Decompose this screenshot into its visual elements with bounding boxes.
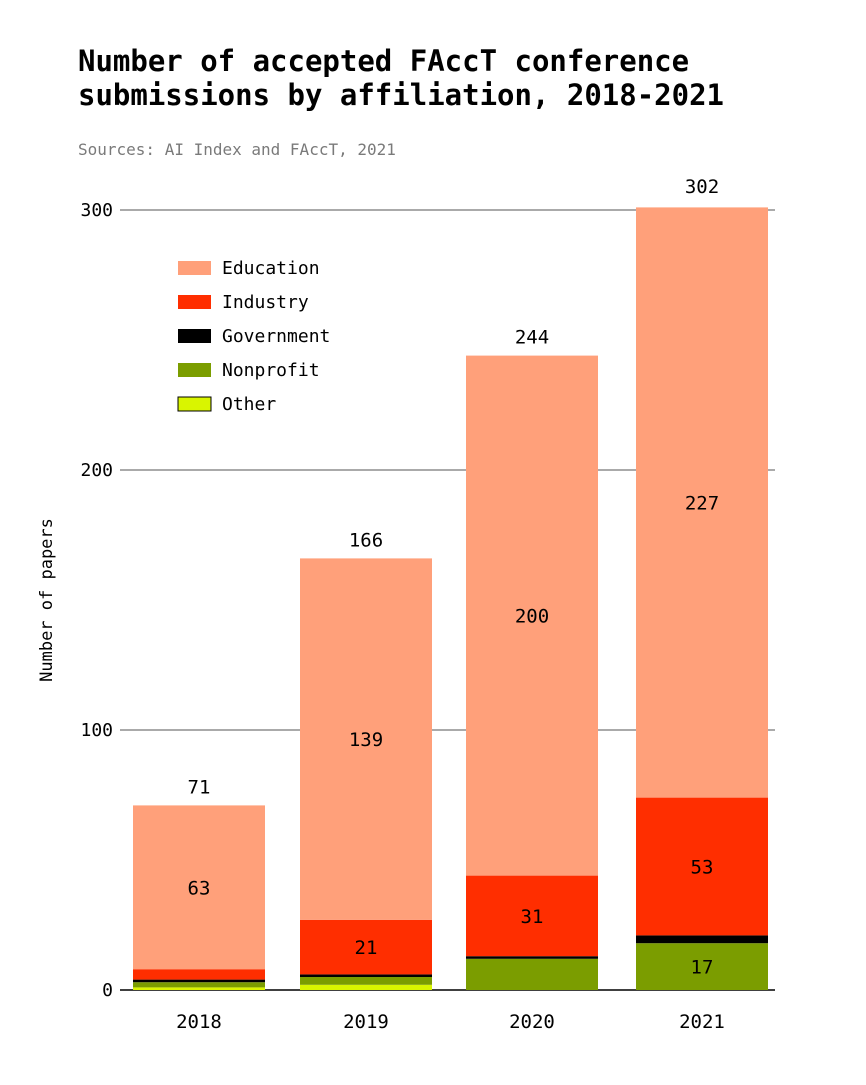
bar-industry-2018 bbox=[133, 969, 265, 980]
bar-government-2021 bbox=[636, 935, 768, 944]
y-tick-label: 0 bbox=[102, 980, 113, 1001]
legend-swatch-nonprofit bbox=[178, 363, 211, 377]
total-label-2020: 244 bbox=[515, 327, 549, 349]
segment-label-industry-2020: 31 bbox=[521, 906, 544, 928]
legend-swatch-industry bbox=[178, 295, 211, 309]
bar-education-2018 bbox=[133, 805, 265, 970]
x-tick-label-2018: 2018 bbox=[176, 1011, 222, 1033]
x-tick-label-2019: 2019 bbox=[343, 1011, 389, 1033]
segment-label-education-2021: 227 bbox=[685, 493, 719, 515]
segment-label-nonprofit-2021: 17 bbox=[691, 957, 714, 979]
bar-nonprofit-2021 bbox=[636, 943, 768, 990]
legend-label-education: Education bbox=[222, 258, 320, 279]
bar-government-2020 bbox=[466, 956, 598, 959]
segment-label-education-2020: 200 bbox=[515, 606, 549, 628]
segment-label-education-2019: 139 bbox=[349, 729, 383, 751]
total-label-2021: 302 bbox=[685, 176, 719, 198]
bar-nonprofit-2019 bbox=[300, 977, 432, 985]
chart-source: Sources: AI Index and FAccT, 2021 bbox=[78, 140, 396, 159]
y-axis-title: Number of papers bbox=[37, 518, 57, 682]
legend-label-other: Other bbox=[222, 394, 276, 415]
legend-swatch-education bbox=[178, 261, 211, 275]
bar-other-2018 bbox=[133, 987, 265, 990]
segment-label-industry-2019: 21 bbox=[355, 937, 378, 959]
bar-education-2020 bbox=[466, 355, 598, 876]
bar-industry-2020 bbox=[466, 875, 598, 957]
segment-label-industry-2021: 53 bbox=[691, 857, 714, 879]
legend-label-government: Government bbox=[222, 326, 330, 347]
bar-education-2021 bbox=[636, 207, 768, 798]
bar-education-2019 bbox=[300, 558, 432, 920]
x-tick-label-2020: 2020 bbox=[509, 1011, 555, 1033]
bar-industry-2019 bbox=[300, 919, 432, 975]
chart-title: Number of accepted FAccT conference subm… bbox=[78, 44, 725, 112]
bar-government-2019 bbox=[300, 974, 432, 977]
legend-label-industry: Industry bbox=[222, 292, 309, 313]
bar-government-2018 bbox=[133, 979, 265, 983]
bar-nonprofit-2020 bbox=[466, 958, 598, 990]
total-label-2019: 166 bbox=[349, 529, 383, 551]
bar-nonprofit-2018 bbox=[133, 982, 265, 988]
legend-label-nonprofit: Nonprofit bbox=[222, 360, 320, 381]
total-label-2018: 71 bbox=[188, 776, 211, 798]
y-tick-label: 100 bbox=[80, 720, 113, 741]
segment-label-education-2018: 63 bbox=[188, 877, 211, 899]
bar-industry-2021 bbox=[636, 797, 768, 936]
legend-swatch-government bbox=[178, 329, 211, 343]
y-tick-label: 300 bbox=[80, 200, 113, 221]
bar-other-2019 bbox=[300, 984, 432, 990]
y-tick-label: 200 bbox=[80, 460, 113, 481]
x-tick-label-2021: 2021 bbox=[679, 1011, 725, 1033]
legend-swatch-other bbox=[177, 396, 212, 412]
